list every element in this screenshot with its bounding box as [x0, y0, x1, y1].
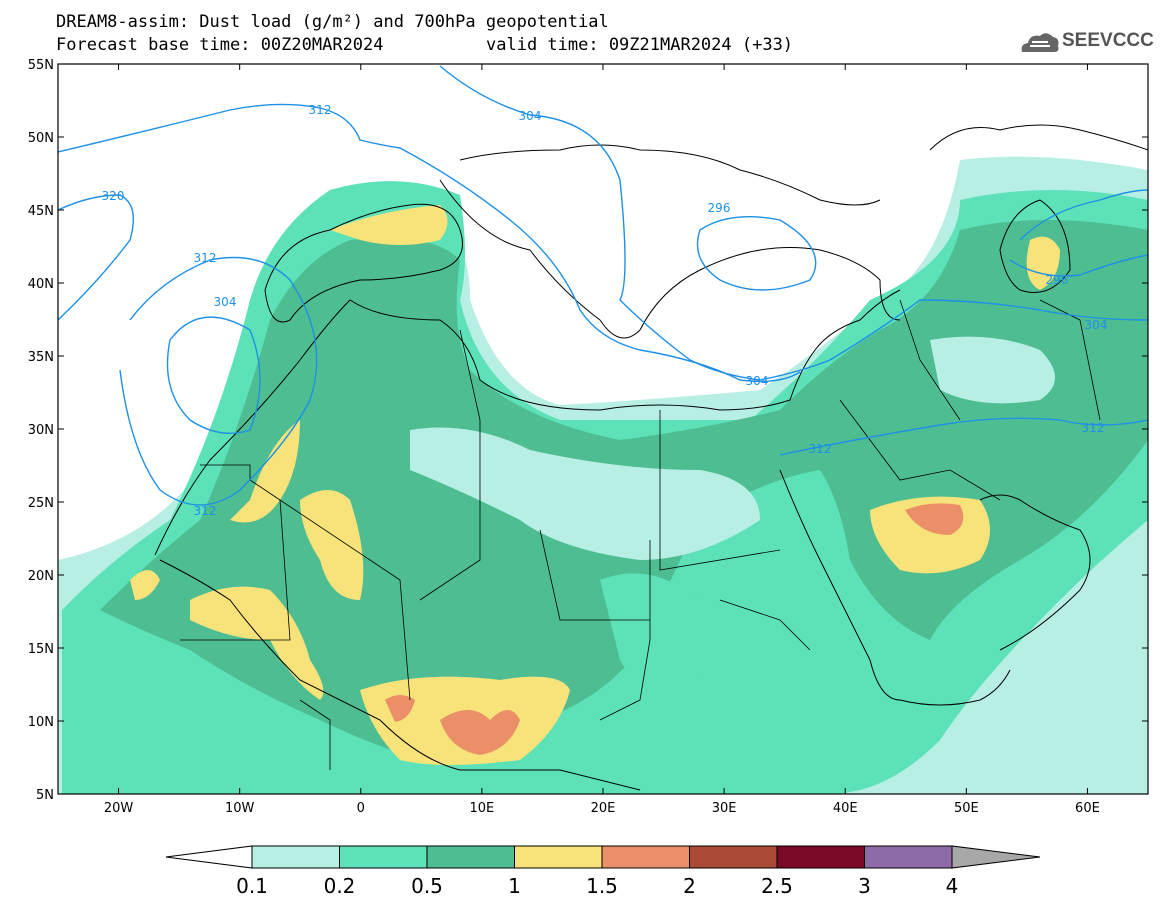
- colorbar-max-arrow: [951, 845, 1041, 869]
- colorbar-segment: [689, 845, 778, 869]
- contour-label: 312: [1082, 421, 1105, 435]
- colorbar-segment: [776, 845, 865, 869]
- lat-tick-label: 15N: [28, 642, 54, 657]
- logo-text: SEEVCCC: [1062, 30, 1154, 51]
- contour-label: 304: [1085, 318, 1108, 332]
- dust-yellow-spain: [330, 205, 448, 245]
- colorbar-segment: [601, 845, 690, 869]
- lat-tick-label: 10N: [28, 715, 54, 730]
- cloud-logo-icon: [1021, 33, 1059, 52]
- lon-tick-label: 60E: [1075, 801, 1100, 816]
- lon-tick-label: 40E: [833, 801, 858, 816]
- lon-tick-label: 20E: [591, 801, 616, 816]
- contour-label: 312: [194, 504, 217, 518]
- lon-tick-label: 30E: [712, 801, 737, 816]
- colorbar-label: 0.5: [411, 874, 443, 898]
- lat-tick-label: 50N: [28, 131, 54, 146]
- lon-tick-label: 20W: [104, 801, 134, 816]
- dust-orange-nigeria-west: [385, 695, 415, 722]
- forecast-base-time: Forecast base time: 00Z20MAR2024: [56, 35, 384, 55]
- lon-tick-label: 50E: [954, 801, 979, 816]
- lon-tick-label: 10E: [470, 801, 495, 816]
- lat-tick-label: 35N: [28, 350, 54, 365]
- dust-yellow-caspian: [1026, 236, 1060, 290]
- coastlines: [154, 124, 1148, 791]
- dust-hole-levant: [930, 336, 1055, 404]
- latitude-axis: 55N 50N 45N 40N 35N 30N 25N 20N 15N 10N 5N: [28, 58, 1148, 803]
- lat-tick-label: 45N: [28, 204, 54, 219]
- lat-tick-label: 25N: [28, 496, 54, 511]
- dust-hole-central: [600, 573, 708, 692]
- longitude-axis: 20W 10W 0 10E 20E 30E 40E 50E 60E: [104, 64, 1100, 816]
- dust-fields: [58, 64, 1148, 794]
- dust-yellow-sahel: [130, 570, 160, 600]
- geopotential-contours: [58, 65, 1148, 506]
- colorbar-label: 2.5: [761, 874, 793, 898]
- colorbar-label: 3: [858, 874, 871, 898]
- dust-hole-sahara: [410, 427, 760, 560]
- contour-labels: 312 304 320 312 304 312 304 312 296 296 304 312: [102, 103, 1108, 518]
- dust-orange-arabia: [905, 503, 964, 535]
- contour-label: 304: [519, 109, 542, 123]
- valid-time: valid time: 09Z21MAR2024 (+33): [486, 35, 794, 55]
- colorbar-segment: [514, 845, 603, 869]
- lat-tick-label: 40N: [28, 277, 54, 292]
- dust-yellow-mali: [190, 586, 324, 700]
- map-title: DREAM8-assim: Dust load (g/m²) and 700hP…: [56, 12, 609, 32]
- contour-label: 312: [309, 103, 332, 117]
- colorbar-label: 0.2: [324, 874, 356, 898]
- dust-yellow-morocco: [230, 420, 300, 523]
- lat-tick-label: 55N: [28, 58, 54, 73]
- colorbar-label: 1: [508, 874, 521, 898]
- colorbar-label: 2: [683, 874, 696, 898]
- country-borders: [180, 299, 1101, 770]
- contour-label: 312: [809, 442, 832, 456]
- colorbar-segment: [864, 845, 953, 869]
- dust-yellow-algeria: [300, 490, 364, 600]
- lon-tick-label: 0: [357, 801, 365, 816]
- contour-label: 296: [708, 201, 731, 215]
- colorbar-label: 4: [946, 874, 959, 898]
- colorbar-label: 0.1: [236, 874, 268, 898]
- contour-label: 304: [214, 295, 237, 309]
- contour-label: 312: [194, 251, 217, 265]
- contour-label: 320: [102, 189, 125, 203]
- colorbar-min-arrow: [165, 845, 253, 869]
- colorbar-segment: [339, 845, 428, 869]
- lat-tick-label: 20N: [28, 569, 54, 584]
- dust-orange-nigeria: [440, 710, 520, 755]
- colorbar-label: 1.5: [586, 874, 618, 898]
- colorbar-segment: [251, 845, 340, 869]
- contour-label: 296: [1046, 273, 1069, 287]
- colorbar: 0.1 0.2 0.5 1 1.5 2 2.5 3 4: [165, 845, 1041, 898]
- lat-tick-label: 5N: [36, 788, 54, 803]
- contour-label: 304: [746, 374, 769, 388]
- colorbar-segment: [426, 845, 515, 869]
- lon-tick-label: 10W: [225, 801, 255, 816]
- lat-tick-label: 30N: [28, 423, 54, 438]
